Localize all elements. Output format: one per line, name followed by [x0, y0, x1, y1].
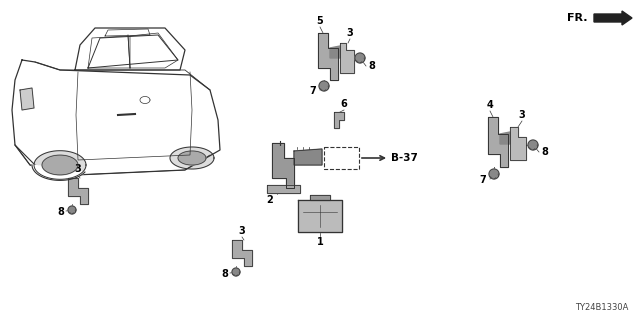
Text: 8: 8 — [368, 61, 375, 71]
Text: 8: 8 — [57, 207, 64, 217]
Text: FR.: FR. — [568, 13, 588, 23]
Polygon shape — [68, 206, 76, 214]
Text: TY24B1330A: TY24B1330A — [575, 303, 628, 312]
Polygon shape — [510, 127, 526, 160]
Text: 4: 4 — [486, 100, 493, 110]
Polygon shape — [178, 151, 206, 165]
Polygon shape — [12, 60, 220, 175]
Text: B-37: B-37 — [391, 153, 418, 163]
Text: 7: 7 — [479, 175, 486, 185]
Polygon shape — [20, 88, 34, 110]
Polygon shape — [500, 132, 510, 144]
Polygon shape — [42, 155, 78, 175]
Text: 3: 3 — [239, 226, 245, 236]
Polygon shape — [272, 143, 294, 188]
Polygon shape — [318, 33, 338, 80]
Polygon shape — [310, 195, 330, 200]
Text: 1: 1 — [317, 237, 323, 247]
Polygon shape — [34, 151, 86, 179]
Polygon shape — [232, 268, 240, 276]
Polygon shape — [340, 43, 354, 73]
Text: 3: 3 — [347, 28, 353, 38]
Text: 3: 3 — [75, 164, 81, 174]
Polygon shape — [294, 149, 322, 165]
Polygon shape — [489, 169, 499, 179]
Text: 7: 7 — [309, 86, 316, 96]
Polygon shape — [75, 28, 185, 70]
Text: 8: 8 — [541, 147, 548, 157]
Polygon shape — [298, 200, 342, 232]
Polygon shape — [330, 46, 340, 58]
Polygon shape — [232, 240, 252, 266]
Polygon shape — [267, 185, 300, 193]
Text: 3: 3 — [518, 110, 525, 120]
Polygon shape — [319, 81, 329, 91]
Text: 8: 8 — [221, 269, 228, 279]
Bar — [324, 147, 359, 169]
Text: 6: 6 — [340, 99, 348, 109]
Text: 5: 5 — [317, 16, 323, 26]
Polygon shape — [68, 178, 88, 204]
Polygon shape — [528, 140, 538, 150]
Polygon shape — [355, 53, 365, 63]
Polygon shape — [334, 112, 344, 128]
Polygon shape — [488, 117, 508, 167]
Polygon shape — [170, 147, 214, 169]
Text: 2: 2 — [267, 195, 273, 205]
Polygon shape — [32, 165, 85, 180]
FancyArrow shape — [594, 11, 632, 25]
